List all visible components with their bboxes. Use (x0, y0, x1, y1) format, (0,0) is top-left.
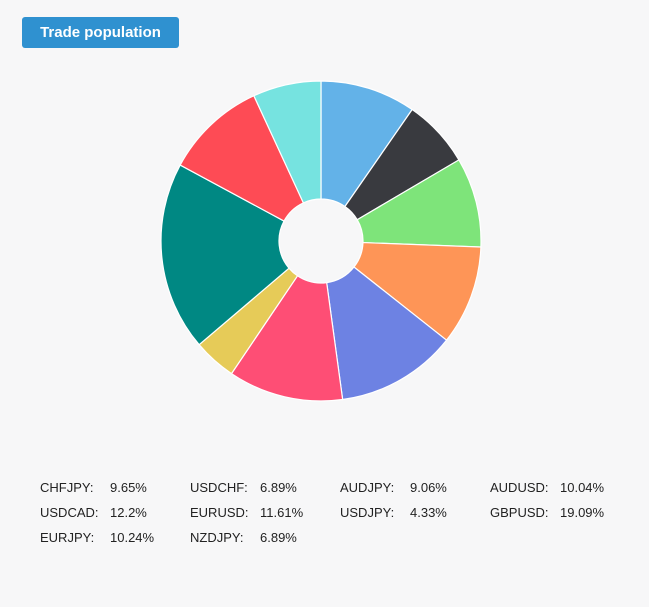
legend-item-name: CHFJPY: (40, 480, 94, 495)
legend-item-gbpusd: GBPUSD: 19.09% (490, 505, 640, 520)
legend-item-value: 11.61% (260, 505, 304, 520)
slice-audusd[interactable] (353, 241, 482, 342)
legend-item-name: EURJPY: (40, 530, 95, 545)
legend-item-value: 6.89% (260, 480, 297, 495)
legend-item-value: 10.04% (560, 480, 605, 495)
legend-item-value: 6.89% (260, 530, 297, 545)
legend-item-name: AUDJPY: (340, 480, 395, 495)
legend-item-value: 19.09% (560, 505, 605, 520)
legend-item-name: EURUSD: (190, 505, 249, 520)
legend-item-value: 4.33% (410, 505, 447, 520)
slice-chfjpy[interactable] (320, 80, 414, 208)
legend-item-value: 10.24% (110, 530, 155, 545)
legend-item-chfjpy: CHFJPY: 9.65% (40, 480, 190, 495)
legend-item-usdchf: USDCHF: 6.89% (190, 480, 340, 495)
legend-item-usdcad: USDCAD: 12.2% (40, 505, 190, 520)
legend-item-name: AUDUSD: (490, 480, 549, 495)
legend-item-value: 9.65% (110, 480, 147, 495)
legend-item-name: USDCHF: (190, 480, 248, 495)
legend-item-value: 12.2% (110, 505, 147, 520)
legend-item-eurjpy: EURJPY: 10.24% (40, 530, 190, 545)
donut-chart (160, 80, 482, 402)
slice-eurusd[interactable] (230, 274, 344, 402)
legend-item-audusd: AUDUSD: 10.04% (490, 480, 640, 495)
legend-item-value: 9.06% (410, 480, 447, 495)
legend-item-name: NZDJPY: (190, 530, 244, 545)
slice-usdcad[interactable] (326, 266, 448, 401)
legend-item-name: USDJPY: (340, 505, 395, 520)
chart-legend: CHFJPY: 9.65% USDCHF: 6.89% AUDJPY: 9.06… (40, 480, 620, 545)
slice-gbpusd[interactable] (160, 164, 290, 346)
legend-item-name: GBPUSD: (490, 505, 549, 520)
legend-item-usdjpy: USDJPY: 4.33% (340, 505, 490, 520)
trade-population-button[interactable]: Trade population (22, 17, 179, 48)
legend-item-audjpy: AUDJPY: 9.06% (340, 480, 490, 495)
legend-item-eurusd: EURUSD: 11.61% (190, 505, 340, 520)
legend-item-nzdjpy: NZDJPY: 6.89% (190, 530, 340, 545)
legend-item-name: USDCAD: (40, 505, 99, 520)
slice-nzdjpy[interactable] (253, 80, 322, 204)
